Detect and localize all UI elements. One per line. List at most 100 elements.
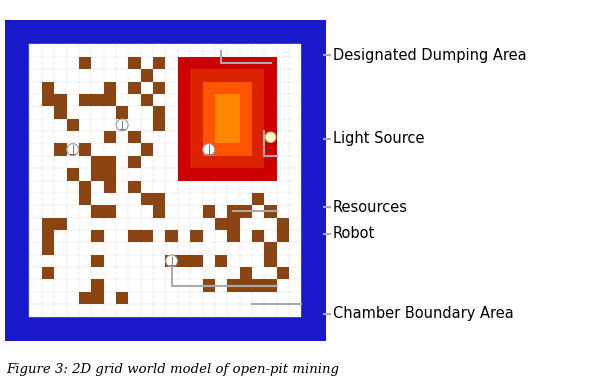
Bar [42,329,54,341]
Bar [153,205,166,218]
Bar [128,131,141,143]
Bar [54,156,66,168]
Bar [104,32,116,44]
Bar [252,193,265,205]
Bar [66,279,79,292]
Bar [252,292,265,304]
Bar [215,131,227,143]
Bar [240,94,252,106]
Bar [116,193,128,205]
Bar [240,267,252,279]
Bar [91,279,104,292]
Bar [166,304,178,317]
Bar [79,131,91,143]
Bar [166,292,178,304]
Bar [314,180,326,193]
Bar [66,193,79,205]
Bar [116,279,128,292]
Bar [128,32,141,44]
Bar [202,143,215,156]
Bar [215,304,227,317]
Bar [240,143,252,156]
Bar [190,205,202,218]
Bar [30,119,42,131]
Bar [153,168,166,180]
Bar [5,180,17,193]
Bar [128,279,141,292]
Bar [128,230,141,242]
Bar [215,131,227,143]
Bar [227,304,240,317]
Bar [104,180,116,193]
Bar [190,143,202,156]
Bar [202,317,215,329]
Bar [42,82,54,94]
Bar [178,82,190,94]
Bar [30,32,42,44]
Bar [190,218,202,230]
Text: Light Source: Light Source [333,131,424,146]
Bar [190,143,202,156]
Bar [104,44,116,57]
Bar [240,205,252,218]
Bar [153,143,166,156]
Bar [166,106,178,119]
Bar [5,69,17,82]
Bar [5,267,17,279]
Bar [91,156,104,168]
Bar [166,317,178,329]
Bar [240,94,252,106]
Bar [166,230,178,242]
Bar [17,143,30,156]
Bar [265,193,276,205]
Bar [128,57,141,69]
Bar [153,180,166,193]
Bar [215,156,227,168]
Text: Figure 3: 2D grid world model of open-pit mining: Figure 3: 2D grid world model of open-pi… [6,363,339,376]
Bar [153,44,166,57]
Bar [42,205,54,218]
Bar [265,82,276,94]
Bar [153,304,166,317]
Bar [265,255,276,267]
Bar [104,57,116,69]
Bar [128,82,141,94]
Bar [202,57,215,69]
Bar [227,279,240,292]
Bar [301,267,314,279]
Bar [252,57,265,69]
Bar [301,180,314,193]
Bar [141,279,153,292]
Bar [178,69,190,82]
Bar [54,255,66,267]
Bar [252,329,265,341]
Bar [42,267,54,279]
Bar [240,292,252,304]
Bar [265,168,276,180]
Bar [42,168,54,180]
Bar [91,242,104,255]
Bar [79,255,91,267]
Bar [252,94,265,106]
Bar [202,218,215,230]
Bar [153,242,166,255]
Bar [79,168,91,180]
Bar [289,317,301,329]
Bar [30,279,42,292]
Bar [66,168,79,180]
Bar [91,218,104,230]
Bar [276,69,289,82]
Bar [252,82,265,94]
Bar [202,69,215,82]
Bar [215,119,227,131]
Bar [42,255,54,267]
Bar [54,168,66,180]
Bar [54,230,66,242]
Bar [301,131,314,143]
Bar [54,180,66,193]
Bar [91,57,104,69]
Bar [252,193,265,205]
Bar [104,267,116,279]
Bar [79,193,91,205]
Bar [91,292,104,304]
